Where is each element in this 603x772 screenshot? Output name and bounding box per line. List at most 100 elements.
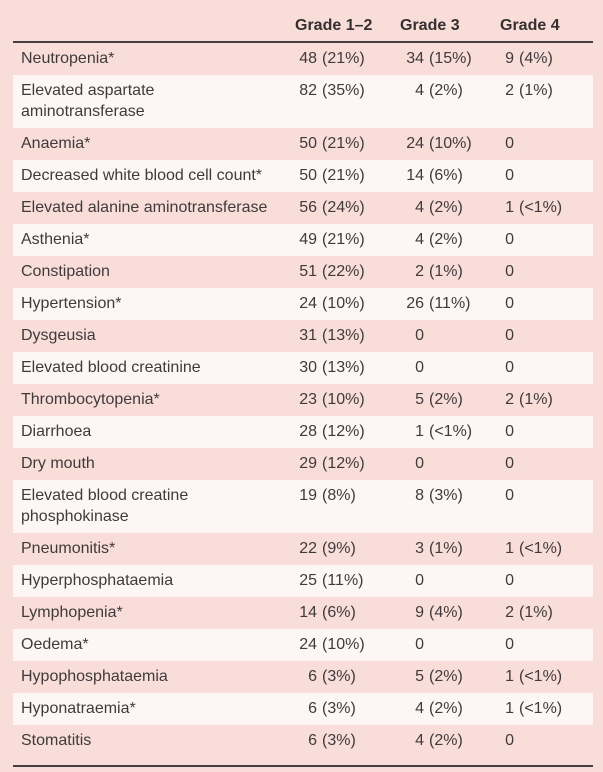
percent-value: (2%) xyxy=(429,231,463,248)
percent-value: (2%) xyxy=(429,82,463,99)
count-value: 8 xyxy=(415,487,424,504)
row-label: Hyperphosphataemia xyxy=(21,572,174,589)
table-row: Hypophosphataemia 6 (3%) 5 (2%) 1 (<1%) xyxy=(13,661,593,693)
grade1-2-cell: 49 (21%) xyxy=(293,229,400,250)
count-value: 19 xyxy=(299,487,317,504)
count-value: 23 xyxy=(299,391,317,408)
count-value: 0 xyxy=(505,455,514,472)
grade4-cell: 1 (<1%) xyxy=(490,538,593,559)
percent-value: (2%) xyxy=(429,391,463,408)
grade1-2-cell: 29 (12%) xyxy=(293,453,400,474)
percent-value: (1%) xyxy=(429,263,463,280)
grade1-2-cell: 48 (21%) xyxy=(293,48,400,69)
table-header-row: Grade 1–2 Grade 3 Grade 4 xyxy=(13,0,593,43)
percent-value: (4%) xyxy=(519,50,553,67)
count-value: 4 xyxy=(415,82,424,99)
count-value: 29 xyxy=(299,455,317,472)
percent-value: (12%) xyxy=(322,455,365,472)
percent-value: (10%) xyxy=(322,295,365,312)
count-value: 2 xyxy=(505,82,514,99)
table-row: Elevated blood creatine phosphokinase 19 (… xyxy=(13,480,593,533)
count-value: 0 xyxy=(505,423,514,440)
count-value: 0 xyxy=(415,327,424,344)
percent-value: (1%) xyxy=(519,604,553,621)
count-value: 4 xyxy=(415,700,424,717)
percent-value: (<1%) xyxy=(519,540,563,557)
percent-value: (4%) xyxy=(429,604,463,621)
grade3-cell: 5 (2%) xyxy=(400,389,490,410)
table-row: Constipation 51 (22%) 2 (1%) 0 xyxy=(13,256,593,288)
percent-value: (9%) xyxy=(322,540,356,557)
count-value: 0 xyxy=(415,636,424,653)
percent-value: (1%) xyxy=(429,540,463,557)
count-value: 0 xyxy=(505,636,514,653)
percent-value: (<1%) xyxy=(519,700,563,717)
count-value: 50 xyxy=(299,167,317,184)
table-row: Elevated blood creatinine 30 (13%) 0 0 xyxy=(13,352,593,384)
grade4-cell: 0 xyxy=(490,325,593,346)
percent-value: (2%) xyxy=(429,199,463,216)
table-row: Hyponatraemia* 6 (3%) 4 (2%) 1 (<1%) xyxy=(13,693,593,725)
bottom-spacer xyxy=(0,757,603,765)
table-row: Hypertension* 24 (10%) 26 (11%) 0 xyxy=(13,288,593,320)
grade1-2-cell: 6 (3%) xyxy=(293,730,400,751)
count-value: 4 xyxy=(415,231,424,248)
count-value: 0 xyxy=(505,263,514,280)
adverse-events-table: Grade 1–2 Grade 3 Grade 4 Neutropenia* 48… xyxy=(13,0,593,757)
grade3-cell: 4 (2%) xyxy=(400,197,490,218)
percent-value: (6%) xyxy=(322,604,356,621)
count-value: 0 xyxy=(505,732,514,749)
grade4-cell: 2 (1%) xyxy=(490,602,593,623)
grade4-cell: 0 xyxy=(490,634,593,655)
count-value: 34 xyxy=(406,50,424,67)
percent-value: (8%) xyxy=(322,487,356,504)
table-bottom-rule xyxy=(13,765,593,767)
percent-value: (15%) xyxy=(429,50,472,67)
count-value: 49 xyxy=(299,231,317,248)
percent-value: (21%) xyxy=(322,135,365,152)
grade3-cell: 9 (4%) xyxy=(400,602,490,623)
count-value: 50 xyxy=(299,135,317,152)
count-value: 48 xyxy=(299,50,317,67)
percent-value: (3%) xyxy=(322,732,356,749)
count-value: 6 xyxy=(308,668,317,685)
header-grade3: Grade 3 xyxy=(400,17,460,34)
grade1-2-cell: 28 (12%) xyxy=(293,421,400,442)
grade3-cell: 0 xyxy=(400,634,490,655)
table-row: Oedema* 24 (10%) 0 0 xyxy=(13,629,593,661)
grade3-cell: 34 (15%) xyxy=(400,48,490,69)
grade1-2-cell: 22 (9%) xyxy=(293,538,400,559)
grade1-2-cell: 6 (3%) xyxy=(293,698,400,719)
grade4-cell: 1 (<1%) xyxy=(490,666,593,687)
percent-value: (3%) xyxy=(322,700,356,717)
percent-value: (2%) xyxy=(429,668,463,685)
count-value: 0 xyxy=(505,487,514,504)
percent-value: (11%) xyxy=(429,295,471,312)
count-value: 30 xyxy=(299,359,317,376)
percent-value: (3%) xyxy=(322,668,356,685)
grade4-cell: 0 xyxy=(490,421,593,442)
percent-value: (1%) xyxy=(519,391,553,408)
count-value: 2 xyxy=(505,604,514,621)
row-label: Elevated aspartate aminotransferase xyxy=(21,82,155,120)
row-label: Dry mouth xyxy=(21,455,95,472)
table-row: Stomatitis 6 (3%) 4 (2%) 0 xyxy=(13,725,593,757)
table-row: Diarrhoea 28 (12%) 1 (<1%) 0 xyxy=(13,416,593,448)
count-value: 0 xyxy=(415,455,424,472)
count-value: 56 xyxy=(299,199,317,216)
count-value: 82 xyxy=(299,82,317,99)
grade1-2-cell: 56 (24%) xyxy=(293,197,400,218)
row-label: Diarrhoea xyxy=(21,423,92,440)
count-value: 4 xyxy=(415,732,424,749)
percent-value: (35%) xyxy=(322,82,365,99)
percent-value: (<1%) xyxy=(519,668,563,685)
percent-value: (21%) xyxy=(322,231,365,248)
grade1-2-cell: 82 (35%) xyxy=(293,80,400,101)
row-label: Lymphopenia* xyxy=(21,604,123,621)
row-label: Elevated alanine aminotransferase xyxy=(21,199,268,216)
count-value: 0 xyxy=(415,572,424,589)
count-value: 24 xyxy=(299,295,317,312)
grade1-2-cell: 50 (21%) xyxy=(293,133,400,154)
grade3-cell: 8 (3%) xyxy=(400,485,490,506)
grade4-cell: 0 xyxy=(490,453,593,474)
